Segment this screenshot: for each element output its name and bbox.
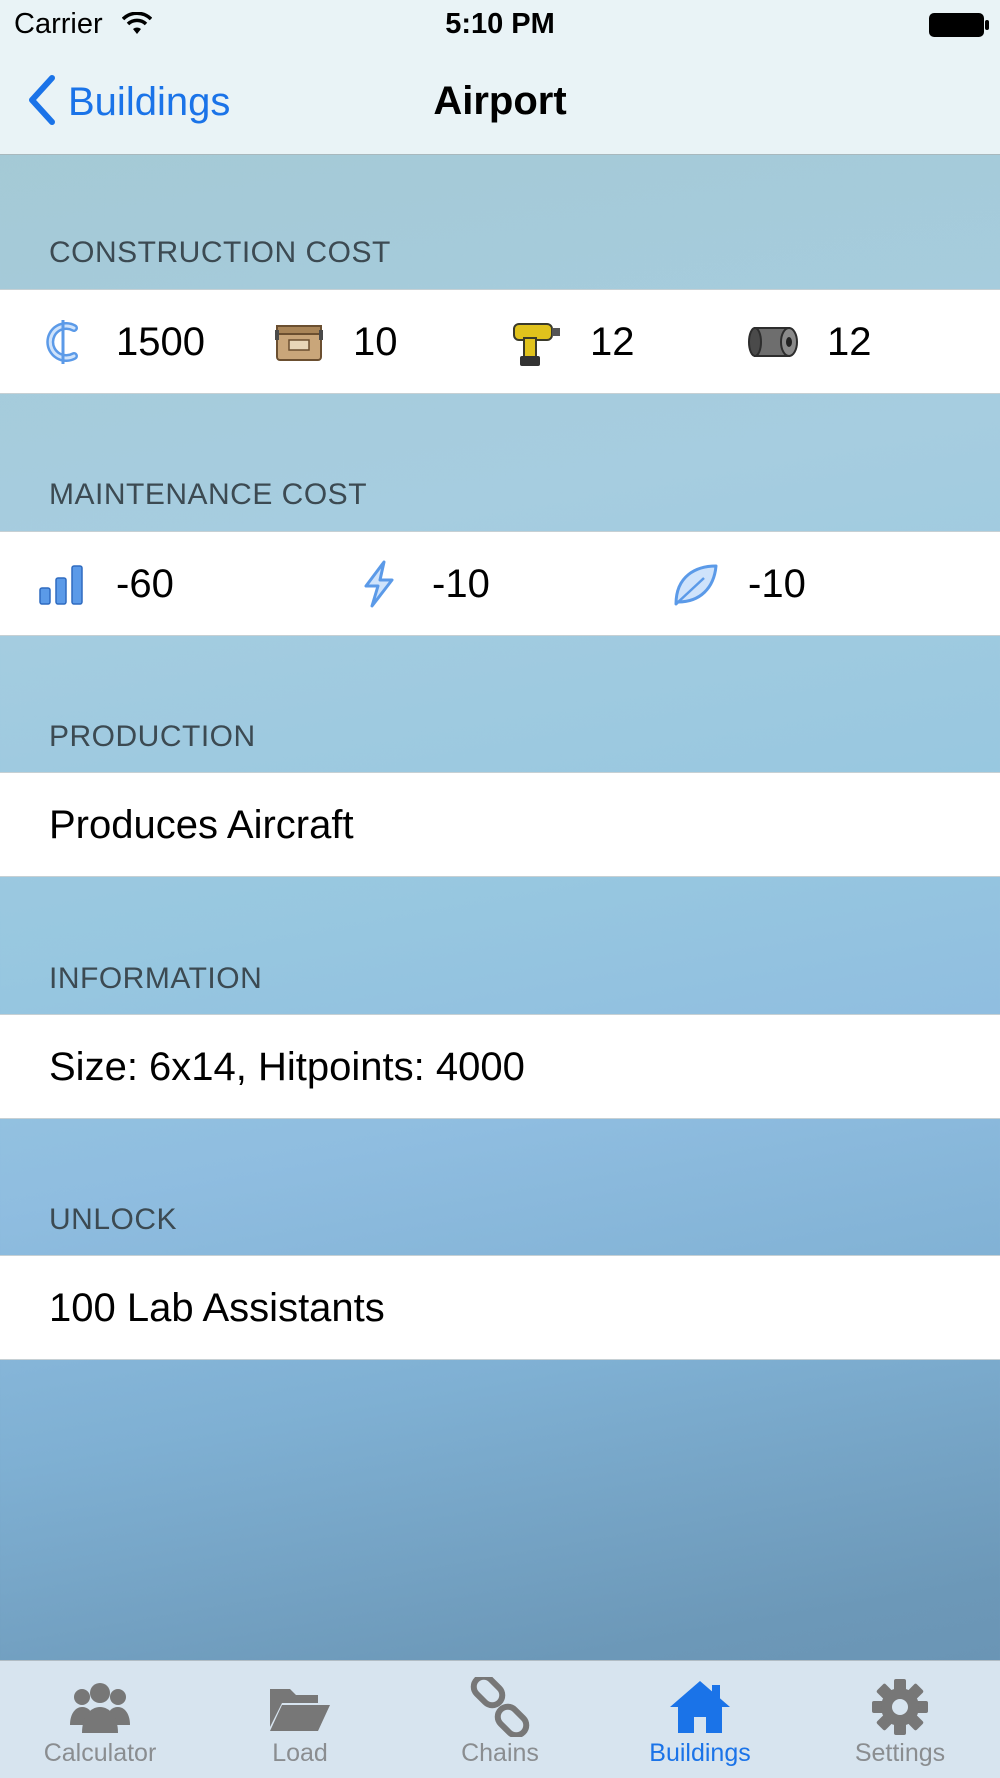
information-row: Size: 6x14, Hitpoints: 4000 [0, 1014, 1000, 1119]
cost-item-ecology: -10 [666, 556, 806, 612]
back-button-label: Buildings [68, 79, 231, 124]
production-row: Produces Aircraft [0, 772, 1000, 877]
navigation-bar: Buildings Airport [0, 52, 1000, 155]
cost-value: 1500 [116, 319, 205, 364]
tab-buildings[interactable]: Buildings [600, 1661, 800, 1778]
tab-settings[interactable]: Settings [800, 1661, 1000, 1778]
information-header: INFORMATION [49, 962, 263, 995]
energy-icon [350, 556, 406, 612]
steel-coil-icon [745, 314, 801, 370]
cost-value: 12 [590, 319, 635, 364]
home-icon [670, 1681, 730, 1733]
chevron-left-icon [26, 74, 56, 131]
cost-item-drill: 12 [508, 314, 635, 370]
tab-label: Buildings [649, 1739, 751, 1767]
construction-cost-header: CONSTRUCTION COST [49, 236, 391, 269]
cost-value: -10 [748, 561, 806, 606]
chain-icon [470, 1677, 530, 1737]
unlock-text: 100 Lab Assistants [49, 1286, 385, 1330]
folder-icon [270, 1689, 330, 1731]
carrier-label: Carrier [14, 8, 103, 40]
production-text: Produces Aircraft [49, 803, 354, 847]
battery-icon [928, 12, 990, 43]
unlock-row: 100 Lab Assistants [0, 1255, 1000, 1360]
information-text: Size: 6x14, Hitpoints: 4000 [49, 1045, 525, 1089]
cost-item-crate: 10 [271, 314, 398, 370]
cost-value: -60 [116, 561, 174, 606]
tab-calculator[interactable]: Calculator [0, 1661, 200, 1778]
construction-cost-row: 1500 10 12 [0, 289, 1000, 394]
cost-item-energy: -10 [350, 556, 490, 612]
cost-item-steel-coil: 12 [745, 314, 872, 370]
people-icon [70, 1683, 130, 1733]
ecology-icon [666, 556, 722, 612]
tab-label: Settings [854, 1739, 946, 1767]
tab-bar: Calculator Load Chains Buildings [0, 1660, 1000, 1778]
gear-icon [872, 1679, 928, 1735]
status-bar: Carrier 5:10 PM [0, 0, 1000, 52]
production-header: PRODUCTION [49, 720, 256, 753]
cost-value: -10 [432, 561, 490, 606]
back-button[interactable]: Buildings [26, 74, 230, 130]
tab-label: Calculator [43, 1739, 157, 1767]
tab-label: Chains [461, 1739, 539, 1767]
unlock-header: UNLOCK [49, 1203, 178, 1236]
tab-label: Load [272, 1739, 328, 1767]
cost-item-workforce: -60 [34, 556, 174, 612]
status-time: 5:10 PM [445, 8, 555, 40]
cost-value: 12 [827, 319, 872, 364]
cost-item-credits: 1500 [34, 314, 205, 370]
wifi-icon [121, 11, 153, 41]
maintenance-cost-row: -60 -10 -10 [0, 531, 1000, 636]
tab-chains[interactable]: Chains [400, 1661, 600, 1778]
crate-icon [271, 314, 327, 370]
credits-icon [34, 314, 90, 370]
page-title: Airport [433, 79, 567, 123]
cost-value: 10 [353, 319, 398, 364]
workforce-icon [34, 556, 90, 612]
drill-icon [508, 314, 564, 370]
tab-load[interactable]: Load [200, 1661, 400, 1778]
maintenance-cost-header: MAINTENANCE COST [49, 478, 368, 511]
